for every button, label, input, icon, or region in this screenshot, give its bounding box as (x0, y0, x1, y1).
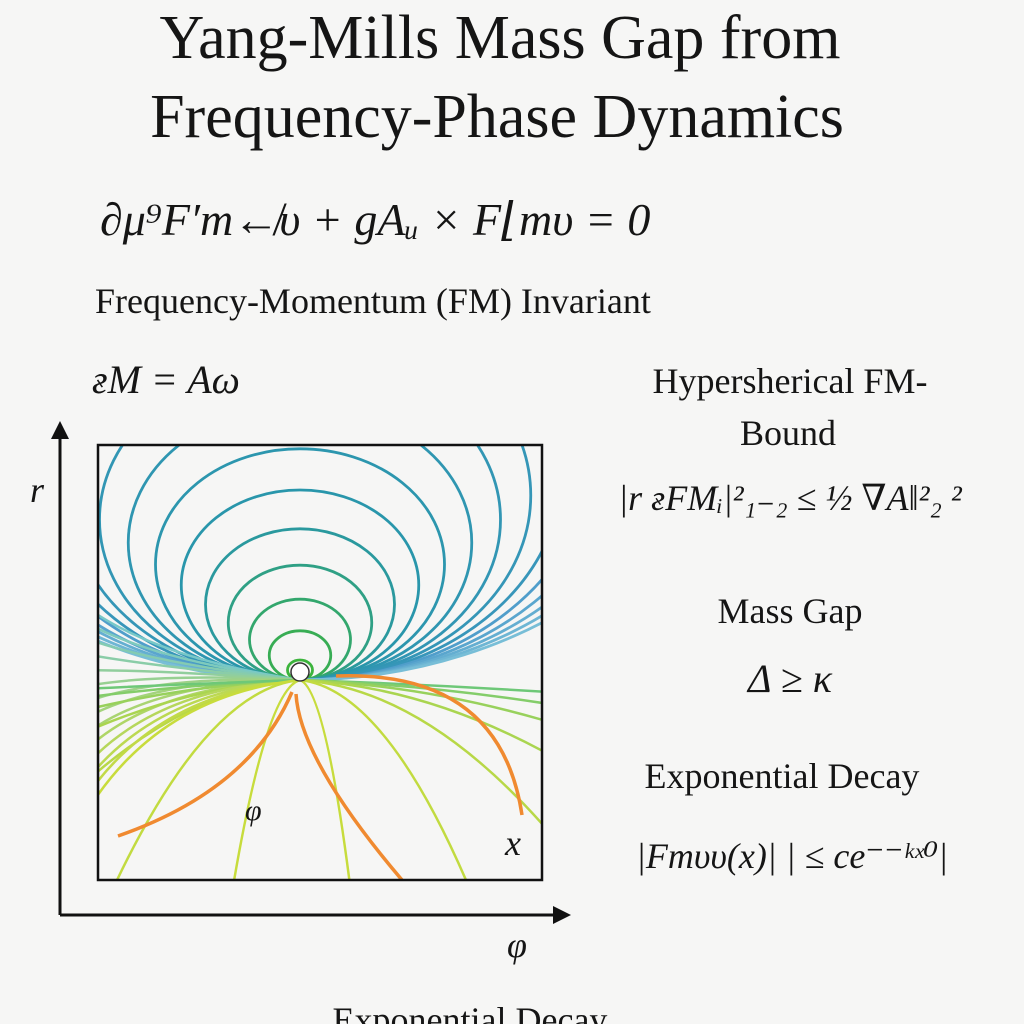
field-line (98, 678, 301, 756)
field-line (98, 678, 301, 700)
footer-heading: Exponential Decay (333, 1000, 608, 1024)
field-line (299, 678, 468, 880)
field-line (98, 668, 301, 682)
field-line (98, 678, 301, 797)
formula: ғM = Aω (92, 357, 240, 402)
field-line (98, 678, 301, 709)
section-heading: Hypersherical FM- (653, 361, 928, 401)
section-heading: Exponential Decay (645, 756, 920, 796)
section-heading: Bound (740, 413, 836, 453)
section-heading: Frequency-Momentum (FM) Invariant (95, 281, 651, 321)
field-line (299, 678, 542, 753)
plot-label: x (504, 823, 521, 863)
field-line (98, 613, 301, 682)
equation: ∂μ⁹F′m↚υ + gAᵤ × F⌊mυ = 0 (100, 194, 650, 245)
title-line: Yang-Mills Mass Gap from (160, 4, 841, 72)
field-line (98, 655, 301, 682)
singularity (290, 662, 310, 682)
field-line (299, 678, 542, 722)
axis-label: φ (507, 925, 527, 965)
field-line (98, 678, 301, 698)
field-line (299, 678, 542, 826)
plot-label: φ (245, 794, 262, 827)
title-line: Frequency-Phase Dynamics (150, 83, 844, 151)
field-line (232, 678, 301, 880)
field-line (115, 678, 301, 880)
field-line (98, 678, 301, 690)
plot-frame (96, 443, 544, 882)
section-heading: Mass Gap (718, 591, 863, 631)
formula: |Fmυυ(x)| | ≤ ce⁻⁻ᵏˣ⁰| (636, 836, 948, 876)
arrow-path (117, 691, 294, 838)
field-line (299, 678, 542, 705)
arrow-path (294, 693, 404, 880)
field-line (299, 678, 542, 693)
axis-label: r (30, 470, 45, 510)
field-line (98, 678, 301, 770)
field-line (98, 678, 301, 784)
formula: Δ ≥ κ (746, 656, 833, 701)
field-lines (98, 445, 542, 880)
field-line (98, 641, 301, 682)
formula: |r ғFMᵢ|²₁₋₂ ≤ ½ ∇A‖²₂ ² (618, 478, 963, 518)
field-line (98, 627, 301, 682)
field-line (98, 676, 301, 686)
arrow-path (335, 674, 524, 816)
